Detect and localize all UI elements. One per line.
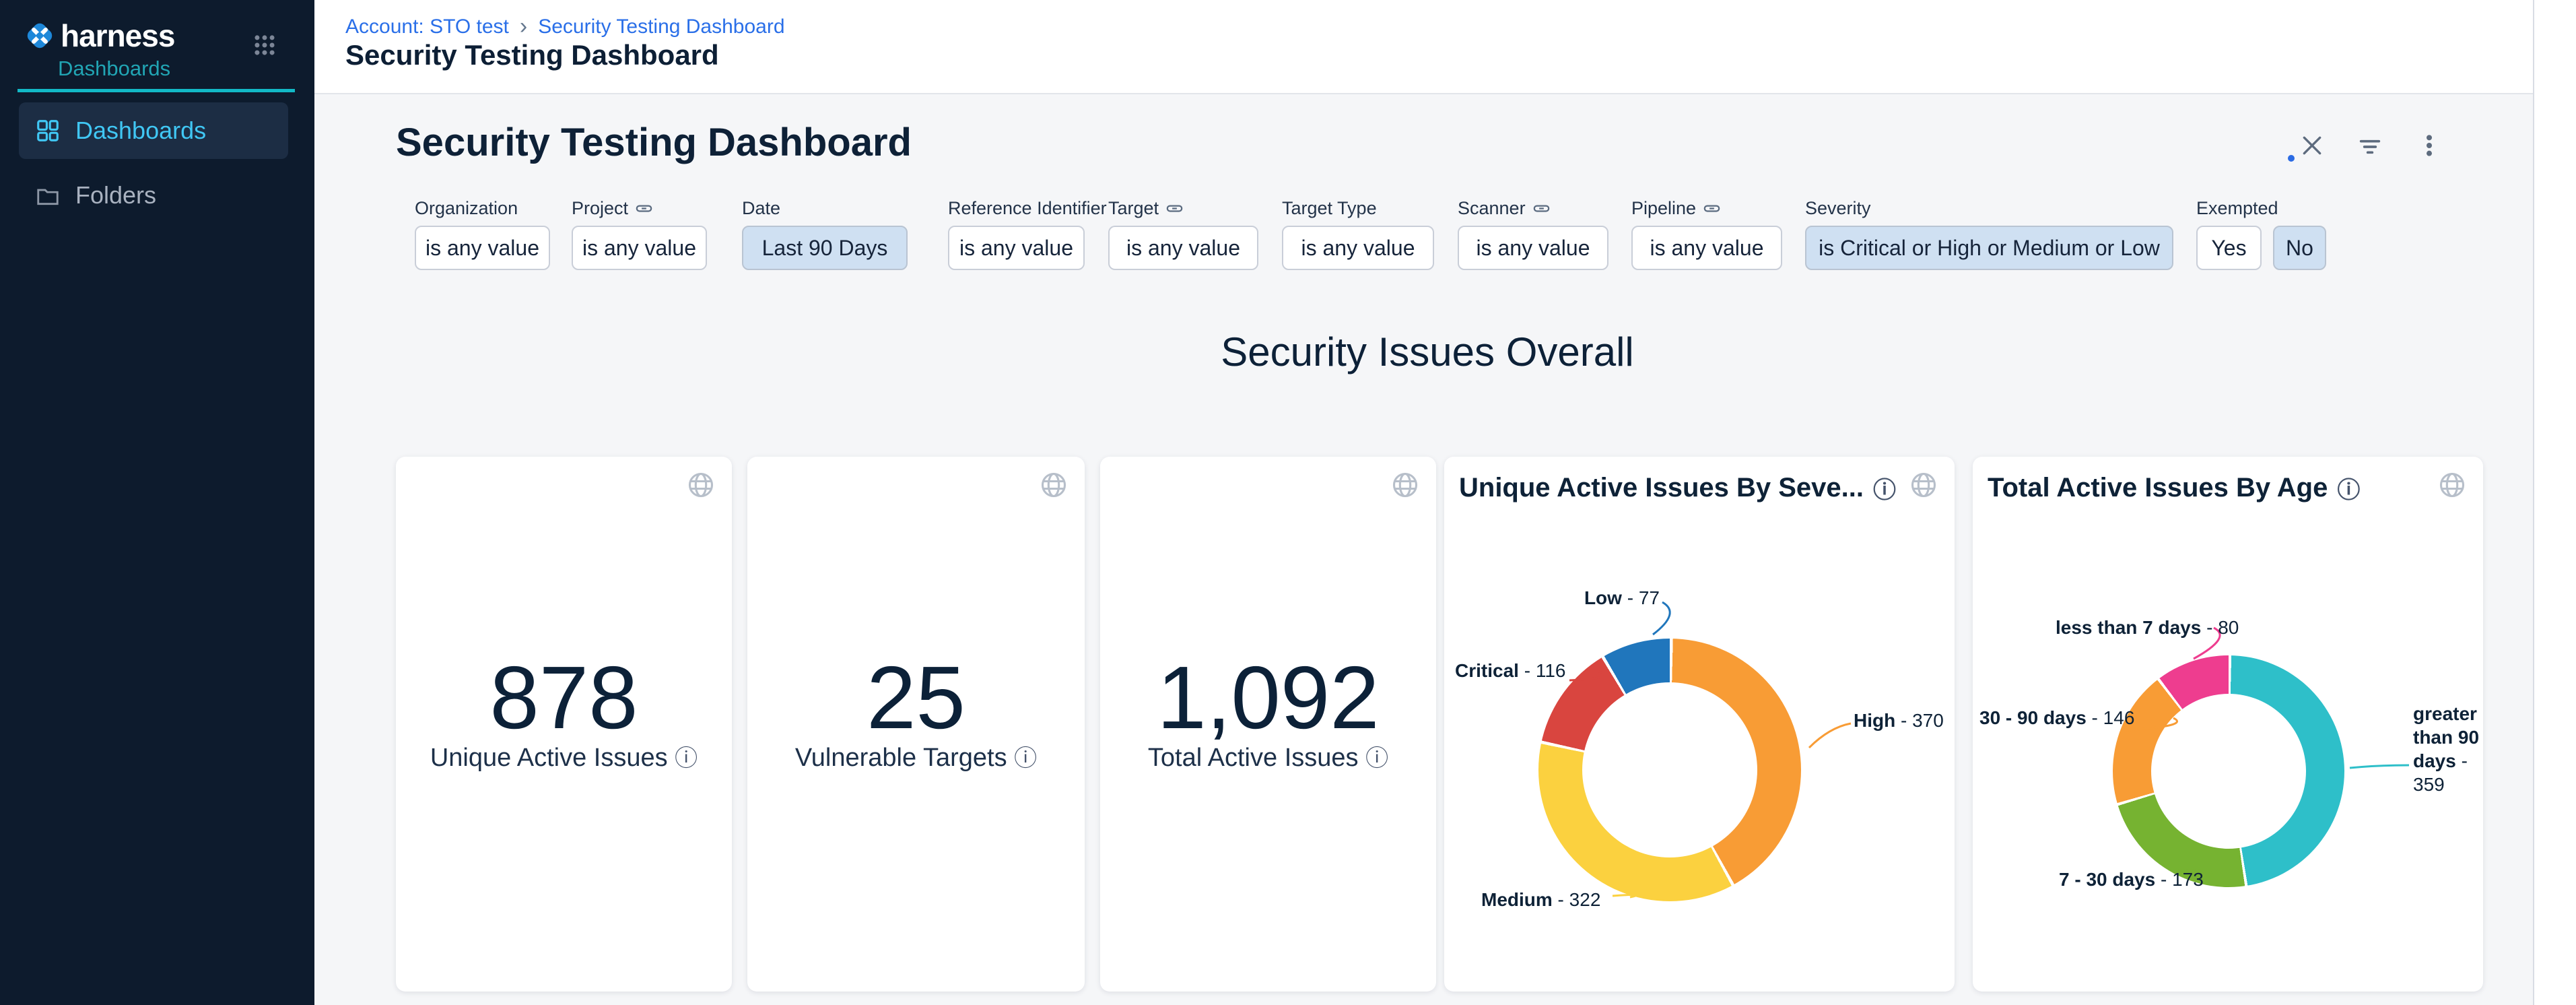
metric-card-total-active-issues: 1,092 Total Active Issues ⓘ [1100,457,1436,992]
filter-label: Date [742,197,781,218]
filter-label: Reference Identifier [948,197,1107,218]
sidebar-item-label: Folders [75,181,157,209]
filter-project: Project is any value [572,197,707,270]
callout-label-30-90-days: 30 - 90 days - 146 [1979,707,2135,728]
filter-label: Target Type [1282,197,1377,218]
section-title: Security Issues Overall [1221,329,1634,375]
filter-severity-value[interactable]: is Critical or High or Medium or Low [1805,226,2173,270]
filter-target-type-value[interactable]: is any value [1282,226,1434,270]
link-icon [636,204,652,212]
metric-label: Total Active Issues ⓘ [1147,744,1389,772]
callout-label-high: High - 370 [1854,710,1944,731]
vertical-scrollbar[interactable] [2533,0,2576,1005]
metric-card-unique-active-issues: 878 Unique Active Issues ⓘ [396,457,732,992]
filter-exempted-yes[interactable]: Yes [2196,226,2262,270]
brand-name: harness [61,18,175,53]
top-header: Account: STO test › Security Testing Das… [314,0,2576,94]
module-underline [18,89,295,92]
page-title: Security Testing Dashboard [345,39,719,71]
donut-hole [2151,694,2306,849]
globe-icon[interactable] [2437,470,2467,500]
metric-value: 878 [489,648,638,747]
info-icon[interactable]: ⓘ [1365,745,1389,772]
link-icon [1533,204,1549,212]
breadcrumb-account-link[interactable]: Account: STO test [345,15,509,38]
app-launcher-grid-icon[interactable] [252,32,277,58]
filter-organization-value[interactable]: is any value [415,226,550,270]
sidebar-item-dashboards[interactable]: Dashboards [19,102,288,159]
chart-card-issues-by-age: Total Active Issues By Age ⓘ less than 7… [1973,457,2483,992]
callout-label-7-30-days: 7 - 30 days - 173 [2059,869,2204,890]
globe-icon[interactable] [1390,470,1420,500]
sidebar: harness Dashboards Dashboards Fold [0,0,314,1005]
filter-scanner-value[interactable]: is any value [1458,226,1608,270]
callout-label-medium: Medium - 322 [1481,889,1601,910]
metric-value: 1,092 [1157,648,1380,747]
filter-organization: Organization is any value [415,197,550,270]
sidebar-item-label: Dashboards [75,117,207,144]
globe-icon[interactable] [686,470,716,500]
callout-label-less-than-7-days: less than 7 days - 80 [2056,617,2239,638]
donut-hole [1582,682,1757,857]
info-icon[interactable]: ⓘ [675,745,698,772]
filter-icon[interactable] [2357,133,2383,160]
breadcrumb: Account: STO test › Security Testing Das… [345,13,785,40]
callout-label-greater-than-90-days: greater than 90 days - 359 [2413,703,2480,795]
sidebar-item-folders[interactable]: Folders [19,167,288,224]
globe-icon[interactable] [1909,470,1938,500]
filter-exempted-no[interactable]: No [2273,226,2326,270]
folder-icon [37,189,59,205]
cursor-dot [2288,155,2295,162]
filter-exempted: Exempted Yes No [2196,197,2326,270]
dashboard-panel-title: Security Testing Dashboard [396,121,912,164]
breadcrumb-dashboard-link[interactable]: Security Testing Dashboard [538,15,785,38]
filter-date-value[interactable]: Last 90 Days [742,226,908,270]
filter-label: Project [572,197,629,218]
filter-reference-identifier: Reference Identifier is any value [948,197,1107,270]
link-icon [1166,204,1183,212]
filter-target-value[interactable]: is any value [1108,226,1258,270]
filter-reference-identifier-value[interactable]: is any value [948,226,1085,270]
age-donut-chart[interactable] [2113,655,2344,887]
callout-label-low: Low - 77 [1584,587,1660,608]
filter-label: Severity [1805,197,1871,218]
filter-pipeline-value[interactable]: is any value [1631,226,1782,270]
chevron-right-icon: › [519,13,528,39]
metric-card-vulnerable-targets: 25 Vulnerable Targets ⓘ [747,457,1085,992]
filter-project-value[interactable]: is any value [572,226,707,270]
filter-label: Organization [415,197,518,218]
callout-label-critical: Critical - 116 [1455,660,1566,681]
metric-label: Vulnerable Targets ⓘ [794,744,1038,772]
filter-scanner: Scanner is any value [1458,197,1608,270]
metric-value: 25 [867,648,965,747]
close-icon[interactable] [2299,132,2326,159]
chart-title: Unique Active Issues By Seve... ⓘ [1459,473,1896,504]
kebab-menu-icon[interactable] [2416,132,2443,159]
globe-icon[interactable] [1039,470,1069,500]
filter-label: Scanner [1458,197,1526,218]
dashboards-icon [37,120,59,141]
filter-pipeline: Pipeline is any value [1631,197,1782,270]
filter-label: Target [1108,197,1159,218]
filter-label: Exempted [2196,197,2278,218]
harness-logo-icon [27,23,53,48]
info-icon[interactable]: ⓘ [1014,745,1038,772]
filter-target-type: Target Type is any value [1282,197,1434,270]
info-icon[interactable]: ⓘ [1873,477,1896,504]
filter-severity: Severity is Critical or High or Medium o… [1805,197,2173,270]
filter-date: Date Last 90 Days [742,197,908,270]
info-icon[interactable]: ⓘ [2337,477,2361,504]
filter-label: Pipeline [1631,197,1697,218]
filter-target: Target is any value [1108,197,1258,270]
metric-label: Unique Active Issues ⓘ [430,744,698,772]
chart-card-issues-by-severity: Unique Active Issues By Seve... ⓘ Low - … [1444,457,1955,992]
chart-title: Total Active Issues By Age ⓘ [1988,473,2361,504]
brand[interactable]: harness [23,18,175,54]
severity-donut-chart[interactable] [1538,639,1801,901]
module-label: Dashboards [58,57,171,80]
link-icon [1703,204,1720,212]
